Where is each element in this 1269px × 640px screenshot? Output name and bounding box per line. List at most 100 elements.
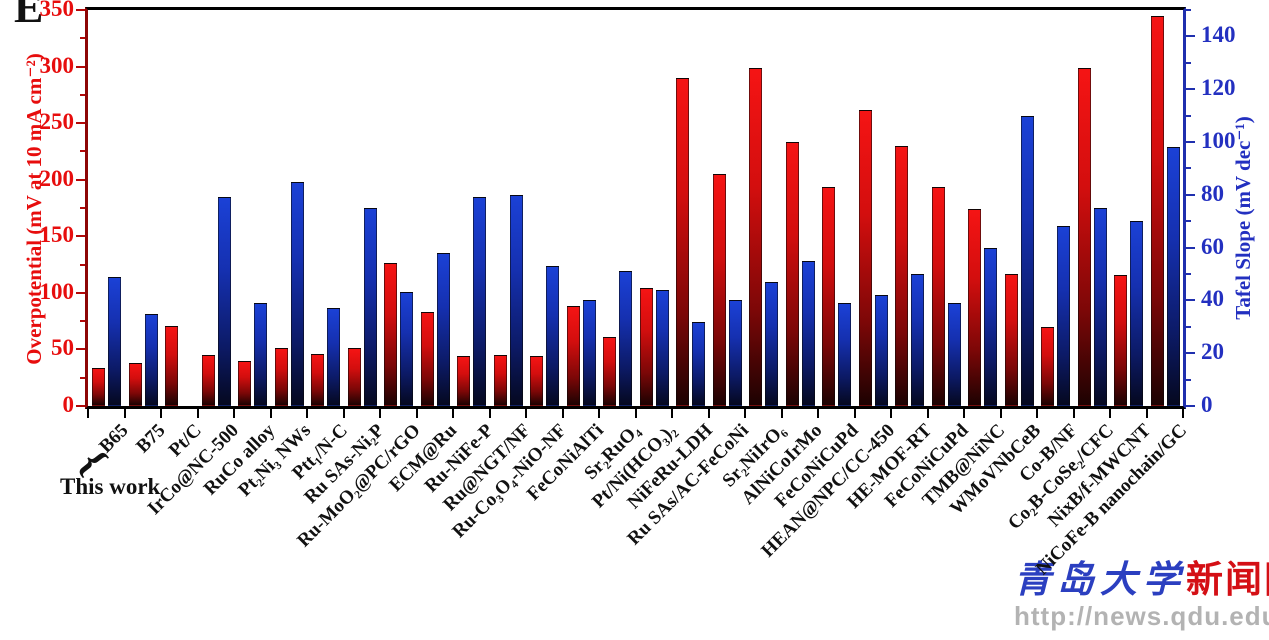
bar-tafel-slope xyxy=(655,289,669,406)
bar-overpotential xyxy=(201,355,215,406)
right-axis-tick xyxy=(1186,35,1195,38)
bar-tafel-slope xyxy=(692,321,705,406)
x-axis-tick xyxy=(1036,409,1038,418)
y-right-tick-label: 100 xyxy=(1201,127,1236,153)
bar-tafel-slope xyxy=(509,194,523,406)
right-axis-tick xyxy=(1186,167,1191,170)
x-axis-tick xyxy=(452,409,454,418)
x-axis-tick xyxy=(123,409,126,418)
right-axis-tick xyxy=(1186,220,1191,223)
x-axis-tick xyxy=(196,409,199,418)
bar-overpotential xyxy=(639,288,653,406)
y-right-tick-label: 140 xyxy=(1201,22,1236,48)
bar-tafel-slope xyxy=(801,260,815,406)
right-axis-tick xyxy=(1186,378,1191,381)
x-axis-tick xyxy=(269,409,272,418)
right-axis-tick xyxy=(1186,273,1191,275)
bar-overpotential xyxy=(1041,326,1054,406)
left-axis-tick xyxy=(80,320,85,323)
left-axis-tick xyxy=(76,122,85,125)
x-axis-tick xyxy=(780,409,783,418)
right-axis-tick xyxy=(1186,114,1191,117)
bar-tafel-slope xyxy=(363,208,377,406)
x-axis-tick xyxy=(87,409,89,418)
this-work-label: This work xyxy=(60,474,161,499)
right-axis-tick xyxy=(1186,61,1191,64)
y-right-tick-label: 20 xyxy=(1201,339,1224,365)
left-axis-tick xyxy=(76,348,85,351)
bar-overpotential xyxy=(566,306,580,406)
left-axis-tick xyxy=(80,150,85,153)
bar-overpotential xyxy=(1077,67,1091,406)
x-axis-tick xyxy=(379,409,381,418)
left-axis-tick xyxy=(76,235,85,238)
right-axis-tick xyxy=(1186,352,1195,355)
bar-overpotential xyxy=(1004,273,1018,406)
bar-tafel-slope xyxy=(582,300,596,406)
bar-tafel-slope xyxy=(290,181,304,406)
x-axis-tick xyxy=(817,409,819,418)
x-axis-tick xyxy=(744,409,746,418)
left-axis-tick xyxy=(80,37,85,40)
right-axis-tick xyxy=(1186,141,1195,143)
bar-tafel-slope xyxy=(144,313,158,406)
x-axis-tick xyxy=(1145,409,1148,418)
x-axis-tick xyxy=(634,409,637,418)
y-left-tick-label: 150 xyxy=(39,222,75,248)
watermark-cn-red: 新闻网 xyxy=(1186,560,1269,601)
x-tick-label: B75 xyxy=(132,420,170,458)
y-right-tick-label: 60 xyxy=(1201,233,1224,259)
left-axis-tick xyxy=(80,263,85,266)
bar-overpotential xyxy=(128,363,142,406)
x-axis-tick xyxy=(160,409,162,418)
plot-area xyxy=(85,7,1186,409)
panel-label: E xyxy=(14,0,44,32)
bar-tafel-slope xyxy=(473,197,486,406)
y-right-tick-label: 40 xyxy=(1201,286,1224,312)
x-axis-tick xyxy=(525,409,527,418)
bar-tafel-slope xyxy=(874,295,888,406)
bar-tafel-slope xyxy=(546,266,559,406)
bar-overpotential xyxy=(968,209,981,406)
x-axis-tick xyxy=(561,409,564,418)
left-axis-tick xyxy=(76,178,85,181)
bar-overpotential xyxy=(676,77,689,406)
bar-tafel-slope xyxy=(254,303,267,406)
y-left-tick-label: 250 xyxy=(39,109,75,135)
left-axis-tick xyxy=(76,291,85,294)
x-axis-tick xyxy=(342,409,345,418)
bar-overpotential xyxy=(749,67,762,406)
bar-overpotential xyxy=(92,367,105,406)
bar-tafel-slope xyxy=(984,247,997,406)
y-left-tick-label: 0 xyxy=(62,391,75,417)
right-axis-tick xyxy=(1186,325,1191,328)
x-axis-tick xyxy=(671,409,673,418)
bar-overpotential xyxy=(457,356,470,406)
left-axis-tick xyxy=(80,93,85,96)
y-left-tick-label: 300 xyxy=(39,52,75,78)
right-axis-tick xyxy=(1186,88,1195,91)
bar-overpotential xyxy=(858,109,872,406)
right-axis-tick xyxy=(1186,9,1191,11)
bar-overpotential xyxy=(603,336,616,406)
bar-tafel-slope xyxy=(1020,115,1034,406)
bar-overpotential xyxy=(311,353,324,406)
left-axis-tick xyxy=(76,9,85,11)
bar-tafel-slope xyxy=(619,271,632,406)
bar-tafel-slope xyxy=(765,281,778,406)
bar-overpotential xyxy=(493,355,507,406)
x-axis-tick xyxy=(1072,409,1075,418)
bar-tafel-slope xyxy=(1057,226,1070,406)
bar-overpotential xyxy=(238,360,251,406)
x-axis-tick xyxy=(306,409,308,418)
x-axis-tick xyxy=(707,409,710,418)
left-axis-tick xyxy=(80,207,85,209)
y-left-tick-label: 350 xyxy=(39,0,75,21)
y-left-tick-label: 100 xyxy=(39,278,75,304)
bar-tafel-slope xyxy=(217,197,231,406)
y-right-tick-label: 120 xyxy=(1201,75,1236,101)
x-axis-tick xyxy=(853,409,856,418)
watermark-url: http://news.qdu.edu.cn xyxy=(1014,601,1269,631)
right-axis-tick xyxy=(1186,246,1195,249)
bar-tafel-slope xyxy=(728,300,742,406)
